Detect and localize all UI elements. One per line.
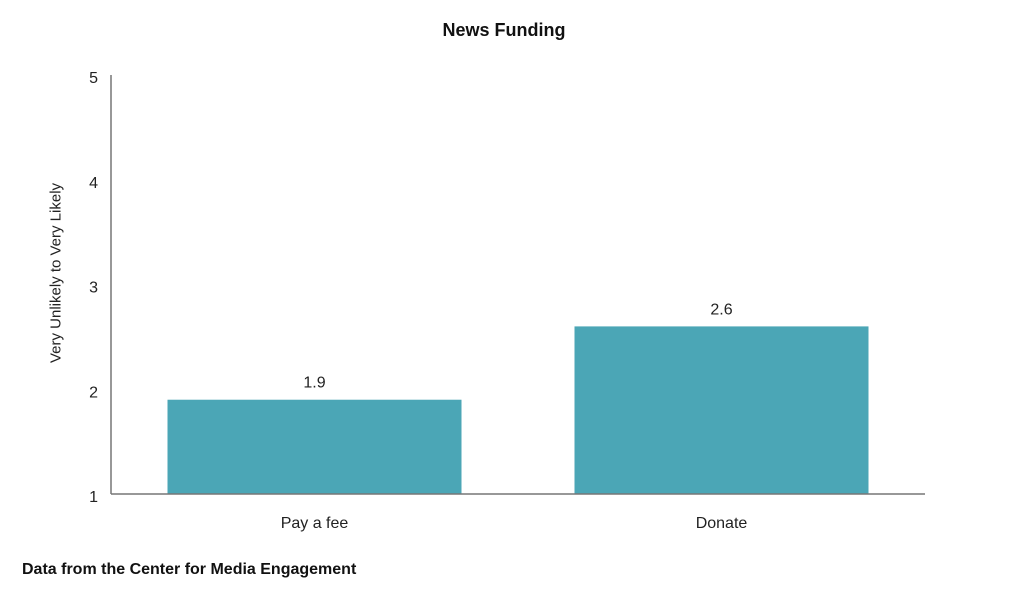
chart-title: News Funding xyxy=(442,20,566,40)
bar-value-label: 1.9 xyxy=(303,375,325,392)
source-note: Data from the Center for Media Engagemen… xyxy=(22,561,357,578)
y-tick-label: 3 xyxy=(89,280,98,297)
bar xyxy=(167,399,462,494)
bar-value-label: 2.6 xyxy=(710,301,732,318)
x-category-label: Donate xyxy=(696,515,748,532)
x-category-label: Pay a fee xyxy=(281,515,349,532)
bar xyxy=(574,326,869,494)
y-tick-label: 1 xyxy=(89,489,98,506)
y-tick-label: 5 xyxy=(89,70,98,87)
y-tick-label: 2 xyxy=(89,384,98,401)
y-tick-label: 4 xyxy=(89,175,98,192)
